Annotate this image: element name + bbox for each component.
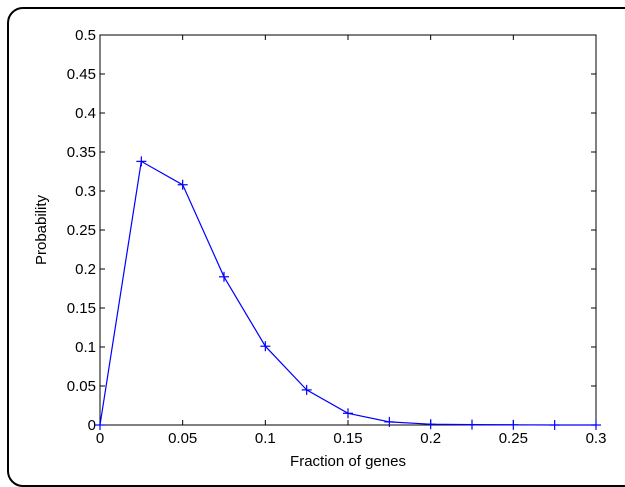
y-tick-label: 0.3 [75, 183, 96, 200]
tick-labels: 0 0.05 0.1 0.15 0.2 0.25 0.3 0 0.05 0.1 0.15 0.2 0.2… [67, 27, 607, 447]
data-point [549, 420, 560, 430]
y-tick-label: 0.35 [67, 144, 96, 161]
data-point [136, 156, 147, 167]
x-tick-label: 0.15 [333, 430, 362, 447]
y-tick-label: 0.4 [75, 105, 96, 122]
x-axis-title: Fraction of genes [290, 453, 406, 470]
y-tick-label: 0.2 [75, 261, 96, 278]
data-point [260, 341, 271, 352]
plot-area [99, 34, 597, 426]
data-point [95, 420, 105, 430]
y-tick-label: 0.05 [67, 378, 96, 395]
series-layer [95, 156, 601, 430]
y-tick-label: 0.45 [67, 66, 96, 83]
x-tick-label: 0.1 [255, 430, 276, 447]
y-tick-label: 0.25 [67, 222, 96, 239]
data-point [343, 408, 353, 419]
x-tick-label: 0 [96, 430, 104, 447]
y-tick-label: 0.1 [75, 339, 96, 356]
data-point [219, 271, 229, 282]
x-tick-label: 0.25 [499, 430, 528, 447]
y-tick-label: 0.15 [67, 300, 96, 317]
x-tick-label: 0.05 [168, 430, 197, 447]
data-point [591, 420, 601, 430]
data-point [384, 416, 395, 427]
y-tick-label: 0 [88, 417, 96, 434]
y-axis-title: Probability [33, 194, 50, 265]
data-point [425, 419, 436, 430]
data-point [508, 419, 519, 430]
y-tick-label: 0.5 [75, 27, 96, 44]
x-tick-label: 0.2 [420, 430, 441, 447]
data-point [177, 179, 188, 190]
data-point [467, 419, 477, 430]
line-chart: 0 0.05 0.1 0.15 0.2 0.25 0.3 0 0.05 0.1 0.15 0.2 0.2… [33, 27, 607, 470]
x-tick-label: 0.3 [586, 430, 607, 447]
data-point [301, 384, 312, 395]
